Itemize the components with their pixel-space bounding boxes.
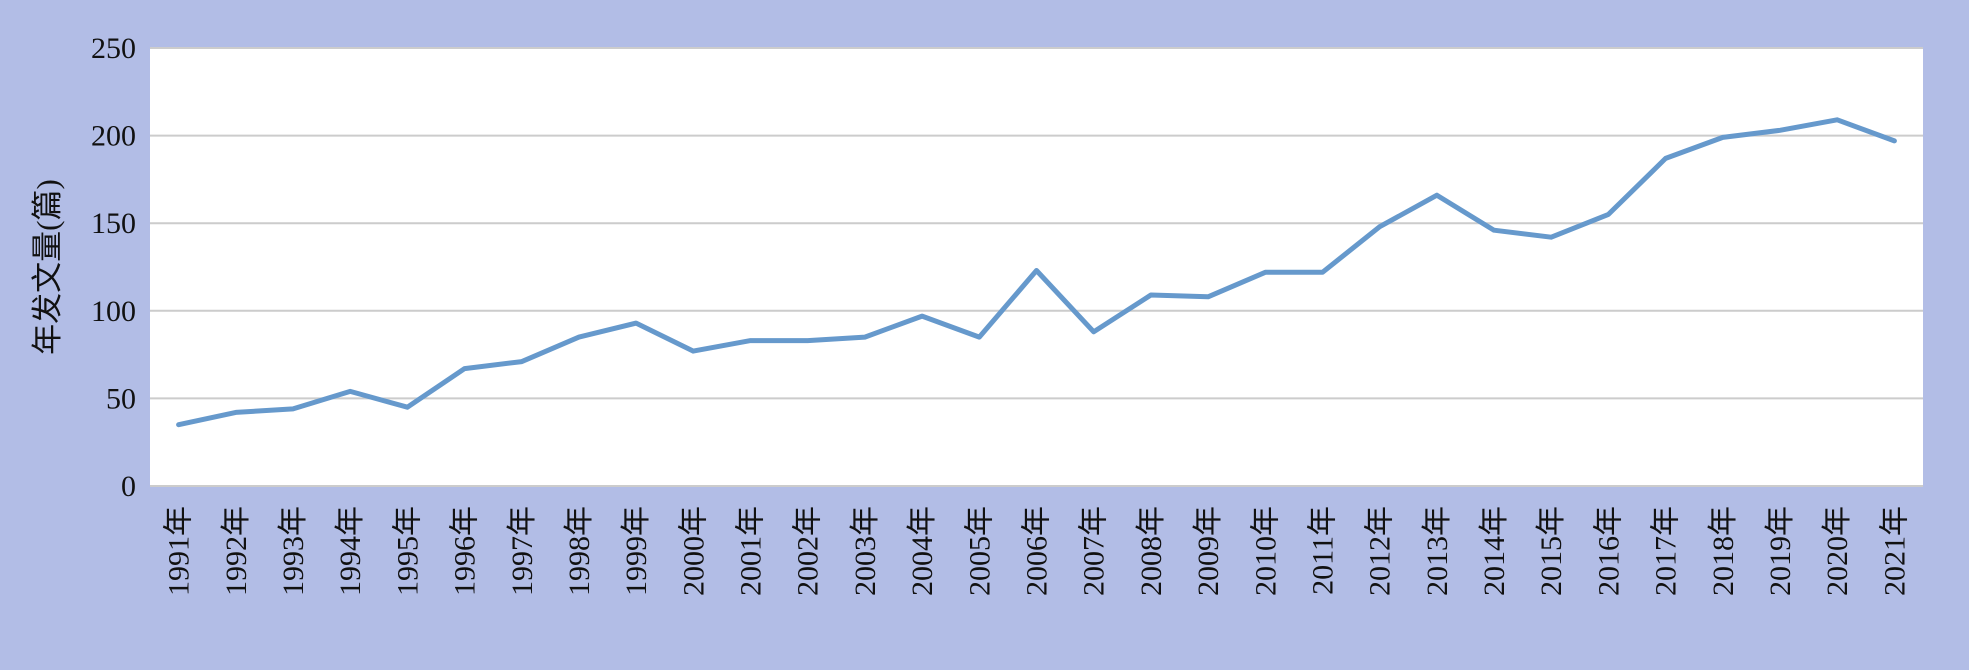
x-tick-label: 1997年 [506, 506, 539, 596]
x-tick-label: 2012年 [1364, 506, 1397, 596]
x-tick-label: 2002年 [792, 506, 825, 596]
x-tick-label: 2015年 [1535, 506, 1568, 596]
x-tick-label: 1993年 [277, 506, 310, 596]
x-tick-label: 2004年 [906, 506, 939, 596]
y-axis-ticks: 0 50 100 150 200 250 [91, 32, 136, 503]
x-tick-label: 2014年 [1478, 506, 1511, 596]
x-tick-label: 1991年 [163, 506, 196, 596]
y-tick-label: 250 [91, 32, 136, 65]
y-tick-label: 150 [91, 207, 136, 240]
x-tick-label: 2003年 [849, 506, 882, 596]
x-tick-label: 2018年 [1707, 506, 1740, 596]
y-tick-label: 200 [91, 120, 136, 153]
x-tick-label: 2000年 [677, 506, 710, 596]
y-tick-label: 0 [121, 470, 136, 503]
x-tick-label: 2009年 [1192, 506, 1225, 596]
x-tick-label: 2013年 [1421, 506, 1454, 596]
x-tick-label: 1992年 [220, 506, 253, 596]
x-tick-label: 2010年 [1249, 506, 1282, 596]
x-tick-label: 2006年 [1021, 506, 1054, 596]
plot-area [150, 48, 1923, 486]
x-tick-label: 2019年 [1764, 506, 1797, 596]
x-tick-label: 2011年 [1306, 506, 1339, 595]
x-tick-label: 2001年 [735, 506, 768, 596]
x-tick-label: 2021年 [1878, 506, 1911, 596]
x-tick-label: 1994年 [334, 506, 367, 596]
series-line [176, 117, 1897, 428]
x-tick-label: 1999年 [620, 506, 653, 596]
x-tick-label: 2005年 [963, 506, 996, 596]
x-tick-label: 2007年 [1078, 506, 1111, 596]
x-tick-label: 2008年 [1135, 506, 1168, 596]
x-tick-label: 2016年 [1592, 506, 1625, 596]
x-tick-label: 1998年 [563, 506, 596, 596]
y-tick-label: 50 [106, 382, 136, 415]
x-tick-label: 2020年 [1821, 506, 1854, 596]
y-axis-label: 年发文量(篇) [30, 179, 65, 355]
x-tick-label: 1995年 [391, 506, 424, 596]
x-tick-label: 2017年 [1650, 506, 1683, 596]
y-tick-label: 100 [91, 295, 136, 328]
x-tick-label: 1996年 [449, 506, 482, 596]
gridlines [150, 47, 1923, 487]
x-axis-ticks: 1991年 1992年 1993年 1994年 1995年 1996年 1997年 1998年… [163, 506, 1912, 596]
